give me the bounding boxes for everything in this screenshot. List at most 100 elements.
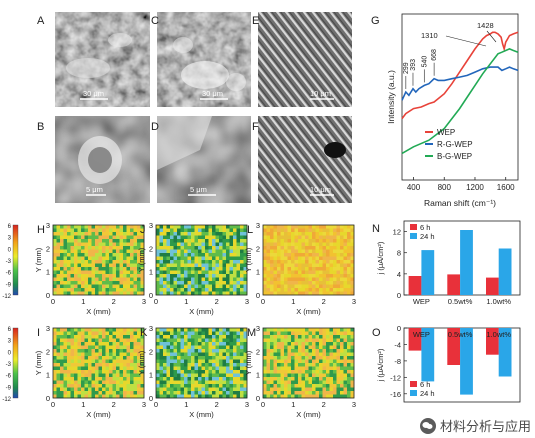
map-cell — [298, 363, 302, 367]
map-cell — [81, 359, 85, 364]
map-cell — [53, 363, 57, 367]
map-cell — [326, 267, 330, 271]
map-cell — [77, 335, 82, 339]
map-cell — [112, 345, 117, 350]
map-cell — [291, 377, 295, 381]
map-cell — [74, 256, 78, 261]
map-cell — [343, 242, 348, 247]
map-cell — [140, 384, 145, 388]
map-cell — [130, 232, 134, 236]
map-cell — [137, 394, 141, 399]
map-cell — [284, 345, 288, 350]
map-cell — [166, 274, 171, 278]
map-cell — [277, 359, 281, 364]
map-cell — [77, 249, 82, 254]
map-cell — [126, 331, 131, 336]
map-cell — [163, 370, 167, 374]
map-cell — [243, 242, 248, 247]
map-cell — [319, 288, 323, 292]
map-cell — [70, 291, 75, 296]
map-cell — [70, 352, 75, 357]
map-cell — [133, 394, 138, 399]
map-cell — [240, 256, 244, 261]
map-cell — [280, 328, 285, 332]
map-cell — [105, 359, 110, 364]
map-cell — [84, 225, 89, 229]
map-cell — [229, 366, 234, 371]
map-cell — [280, 225, 285, 229]
map-cell — [329, 242, 334, 247]
map-cell — [130, 256, 134, 261]
map-cell — [287, 281, 292, 285]
map-cell — [112, 281, 117, 285]
map-cell — [95, 274, 99, 278]
map-cell — [123, 370, 127, 374]
bar-6h-1 — [447, 328, 461, 365]
map-cell — [263, 352, 267, 357]
map-cell — [236, 359, 241, 364]
map-cell — [105, 277, 110, 282]
bar-legend-swatch — [410, 233, 417, 239]
map-cell — [123, 328, 127, 332]
map-cell — [98, 277, 103, 282]
map-cell — [70, 253, 75, 257]
map-cell — [109, 267, 113, 271]
map-cell — [243, 338, 248, 343]
map-cell — [159, 377, 164, 381]
map-cell — [184, 370, 188, 374]
map-cell — [329, 363, 334, 367]
map-cell — [74, 338, 78, 343]
map-cell — [329, 267, 334, 271]
map-cell — [116, 345, 120, 350]
map-frame — [155, 327, 248, 399]
map-cell — [140, 263, 145, 268]
map-cell — [350, 387, 355, 392]
map-cell — [84, 380, 89, 385]
map-cell — [226, 359, 230, 364]
map-cell — [123, 274, 127, 278]
map-cell — [74, 270, 78, 275]
colorbar-gradient — [12, 327, 19, 399]
map-cell — [191, 270, 195, 275]
map-cell — [84, 235, 89, 240]
map-cell — [112, 335, 117, 339]
map-cell — [333, 359, 337, 364]
map-cell — [333, 246, 337, 250]
map-cell — [191, 373, 195, 378]
map-cell — [294, 256, 299, 261]
map-cell — [263, 356, 267, 360]
bar-category-label: 0.5wt% — [448, 330, 473, 339]
map-cell — [308, 377, 313, 381]
map-xlabel: X (mm) — [189, 307, 214, 316]
map-cell — [180, 387, 185, 392]
map-cell — [159, 274, 164, 278]
map-cell — [284, 263, 288, 268]
map-cell — [70, 370, 75, 374]
map-cell — [215, 274, 220, 278]
map-cell — [130, 352, 134, 357]
map-cell — [312, 277, 316, 282]
map-cell — [301, 328, 306, 332]
map-cell — [191, 342, 195, 346]
map-cell — [109, 349, 113, 353]
map-cell — [180, 380, 185, 385]
map-cell — [236, 394, 241, 399]
map-cell — [298, 274, 302, 278]
map-cell — [133, 253, 138, 257]
map-cell — [191, 394, 195, 399]
map-cell — [215, 377, 220, 381]
map-cell — [140, 394, 145, 399]
map-cell — [109, 270, 113, 275]
map-cell — [166, 349, 171, 353]
panel-letter-map: I — [37, 327, 40, 339]
scale-label-f: 10 μm — [310, 185, 331, 194]
map-cell — [229, 277, 234, 282]
map-cell — [67, 277, 71, 282]
map-cell — [215, 352, 220, 357]
map-cell — [98, 366, 103, 371]
map-cell — [312, 263, 316, 268]
map-cell — [208, 328, 213, 332]
map-cell — [137, 249, 141, 254]
map-cell — [53, 267, 57, 271]
